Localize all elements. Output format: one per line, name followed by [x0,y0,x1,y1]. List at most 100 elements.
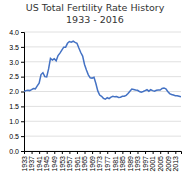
grid-line [24,136,181,137]
grid [24,32,181,151]
tick-mark [145,151,146,154]
tick-label: 1961 [74,156,81,172]
tick: 3.0 [9,58,24,65]
tick-mark [24,151,25,154]
tick-mark [54,151,55,154]
tick-mark [160,151,161,154]
tick-label: 4.0 [9,29,19,36]
line [24,41,181,99]
tick: 2.5 [9,73,24,80]
tick-label: 1945 [43,156,50,172]
tick-mark [69,151,70,154]
tick-mark [77,151,78,154]
tick: 1.5 [9,103,24,110]
tick-mark [21,121,24,122]
tick-label: 1965 [81,156,88,172]
tick-label: 1969 [89,156,96,172]
tick: 1965 [81,151,88,172]
tick-label: 2001 [149,156,156,172]
tick-mark [168,151,169,154]
tick-label: 2005 [157,156,164,172]
tick: 1993 [134,151,141,172]
tick-mark [100,151,101,154]
grid-line [24,106,181,107]
tick-label: 1.0 [9,118,19,125]
tick-label: 1997 [142,156,149,172]
tick-label: 1981 [112,156,119,172]
axis-line [21,33,25,152]
tick: 1985 [119,151,126,172]
tick: 4.0 [9,29,24,36]
tick-mark [115,151,116,154]
tick: 1977 [104,151,111,172]
tick-label: 1933 [21,156,28,172]
tick-mark [32,151,33,154]
tick-label: 2013 [172,156,179,172]
tick-label: 1941 [36,156,43,172]
tick-label: 3.5 [9,44,19,51]
tick: 1949 [51,151,58,172]
tick-mark [153,151,154,154]
tick-label: 2.5 [9,73,19,80]
tick: 2013 [172,151,179,172]
tick-mark [21,92,24,93]
tick-mark [21,77,24,78]
tick: 1933 [21,151,28,172]
tick: 1961 [74,151,81,172]
title: US Total Fertility Rate History [26,2,165,13]
tick-label: 0.0 [9,148,19,155]
x-axis: 1933193719411945194919531957196119651969… [21,151,182,172]
tick-mark [21,106,24,107]
subtitle: 1933 - 2016 [66,14,124,25]
tick-label: 1953 [59,156,66,172]
tick-mark [47,151,48,154]
tick-mark [39,151,40,154]
tick: 1953 [59,151,66,172]
grid-line [24,46,181,47]
tick-label: 1993 [134,156,141,172]
tick-label: 3.0 [9,58,19,65]
tick-label: 0.5 [9,133,19,140]
tick-label: 1.5 [9,103,19,110]
tick: 1981 [112,151,119,172]
tick-mark [62,151,63,154]
tick-label: 1989 [127,156,134,172]
tick: 3.5 [9,44,24,51]
tick-mark [21,151,24,152]
marks [24,41,181,99]
tick-label: 1977 [104,156,111,172]
tick: 1941 [36,151,43,172]
chart: US Total Fertility Rate History1933 - 20… [0,0,190,177]
grid-line [24,121,181,122]
tick-mark [21,62,24,63]
tick: 0.5 [9,133,24,140]
tick-mark [21,47,24,48]
tick-mark [21,32,24,33]
tick: 1957 [66,151,73,172]
tick-label: 1957 [66,156,73,172]
tick-label: 1937 [28,156,35,172]
tick: 0.0 [9,148,24,155]
tick: 1989 [127,151,134,172]
y-axis: 0.0 0.5 1.0 1.5 2.0 2.5 3.0 3.5 4.0 [9,29,24,155]
grid-line [24,61,181,62]
tick: 1973 [96,151,103,172]
tick-label: 2.0 [9,88,19,95]
tick-label: 1985 [119,156,126,172]
tick-label: 2009 [164,156,171,172]
axis-line [25,152,182,155]
tick: 2.0 [9,88,24,95]
tick-mark [175,151,176,154]
tick: 2005 [157,151,164,172]
tick: 2009 [164,151,171,172]
tick: 1.0 [9,118,24,125]
tick-mark [130,151,131,154]
tick-mark [122,151,123,154]
plot-area: 0.00.51.01.52.02.53.03.54.01933193719411… [9,29,181,172]
tick-mark [92,151,93,154]
title-group: US Total Fertility Rate History1933 - 20… [26,2,165,25]
tick: 1937 [28,151,35,172]
tick-mark [137,151,138,154]
tick: 2001 [149,151,156,172]
tick-label: 1949 [51,156,58,172]
